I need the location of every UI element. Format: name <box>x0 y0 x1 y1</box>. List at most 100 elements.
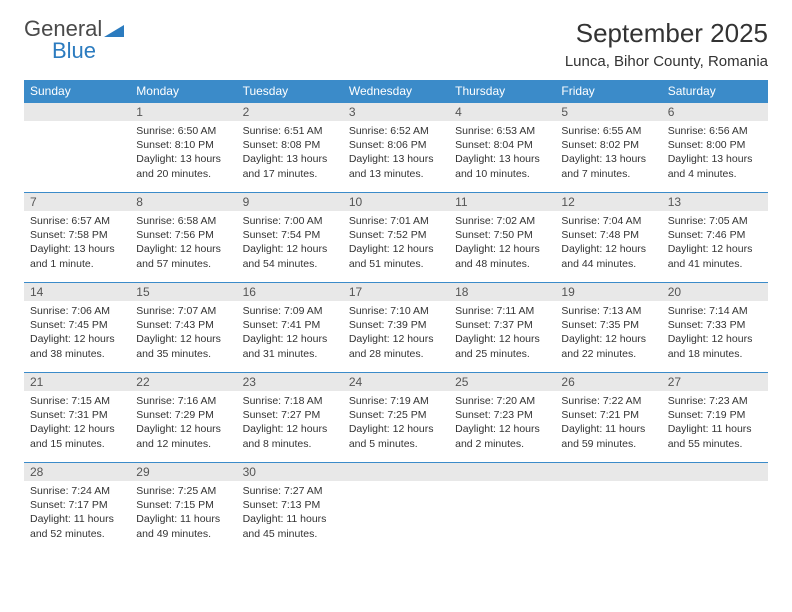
sunset-text: Sunset: 7:29 PM <box>136 408 230 422</box>
sunrise-text: Sunrise: 7:04 AM <box>561 214 655 228</box>
daylight-text-2: and 48 minutes. <box>455 257 549 271</box>
content-row: Sunrise: 7:06 AMSunset: 7:45 PMDaylight:… <box>24 301 768 373</box>
sunrise-text: Sunrise: 6:50 AM <box>136 124 230 138</box>
day-cell: Sunrise: 7:25 AMSunset: 7:15 PMDaylight:… <box>130 481 236 552</box>
weekday-header: Saturday <box>662 80 768 103</box>
daylight-text-2: and 12 minutes. <box>136 437 230 451</box>
day-number: 8 <box>130 193 236 211</box>
daylight-text-2: and 5 minutes. <box>349 437 443 451</box>
day-number: 15 <box>130 283 236 301</box>
daylight-text-2: and 4 minutes. <box>668 167 762 181</box>
sunset-text: Sunset: 8:06 PM <box>349 138 443 152</box>
sunrise-text: Sunrise: 7:13 AM <box>561 304 655 318</box>
daylight-text-1: Daylight: 11 hours <box>561 422 655 436</box>
day-number: 30 <box>237 463 343 481</box>
daylight-text-1: Daylight: 12 hours <box>455 332 549 346</box>
day-number: 2 <box>237 103 343 121</box>
day-cell: Sunrise: 7:02 AMSunset: 7:50 PMDaylight:… <box>449 211 555 282</box>
sunrise-text: Sunrise: 6:58 AM <box>136 214 230 228</box>
daylight-text-2: and 7 minutes. <box>561 167 655 181</box>
content-row: Sunrise: 7:24 AMSunset: 7:17 PMDaylight:… <box>24 481 768 552</box>
daylight-text-1: Daylight: 11 hours <box>136 512 230 526</box>
daylight-text-1: Daylight: 11 hours <box>30 512 124 526</box>
calendar-page: General Blue September 2025 Lunca, Bihor… <box>0 0 792 570</box>
day-number: 14 <box>24 283 130 301</box>
sunrise-text: Sunrise: 7:18 AM <box>243 394 337 408</box>
daylight-text-2: and 20 minutes. <box>136 167 230 181</box>
sunset-text: Sunset: 7:13 PM <box>243 498 337 512</box>
location-label: Lunca, Bihor County, Romania <box>565 53 768 70</box>
daylight-text-2: and 31 minutes. <box>243 347 337 361</box>
day-number: 10 <box>343 193 449 211</box>
sunrise-text: Sunrise: 7:00 AM <box>243 214 337 228</box>
brand-part1: General <box>24 18 102 40</box>
daylight-text-2: and 41 minutes. <box>668 257 762 271</box>
sunset-text: Sunset: 7:31 PM <box>30 408 124 422</box>
weekday-header: Tuesday <box>237 80 343 103</box>
day-number: 21 <box>24 373 130 391</box>
day-cell: Sunrise: 7:05 AMSunset: 7:46 PMDaylight:… <box>662 211 768 282</box>
daylight-text-2: and 49 minutes. <box>136 527 230 541</box>
sunrise-text: Sunrise: 7:10 AM <box>349 304 443 318</box>
calendar-body: 123456Sunrise: 6:50 AMSunset: 8:10 PMDay… <box>24 103 768 553</box>
sunset-text: Sunset: 7:37 PM <box>455 318 549 332</box>
daylight-text-2: and 52 minutes. <box>30 527 124 541</box>
day-number: 17 <box>343 283 449 301</box>
sunset-text: Sunset: 7:17 PM <box>30 498 124 512</box>
daylight-text-1: Daylight: 12 hours <box>30 332 124 346</box>
day-cell <box>24 121 130 192</box>
daylight-text-2: and 35 minutes. <box>136 347 230 361</box>
day-cell: Sunrise: 7:27 AMSunset: 7:13 PMDaylight:… <box>237 481 343 552</box>
day-cell: Sunrise: 7:15 AMSunset: 7:31 PMDaylight:… <box>24 391 130 462</box>
header-right: September 2025 Lunca, Bihor County, Roma… <box>565 18 768 70</box>
weekday-header: Friday <box>555 80 661 103</box>
day-cell <box>343 481 449 552</box>
brand-part2: Blue <box>52 40 124 62</box>
day-number: 26 <box>555 373 661 391</box>
weekday-header: Wednesday <box>343 80 449 103</box>
daylight-text-1: Daylight: 13 hours <box>136 152 230 166</box>
daylight-text-2: and 57 minutes. <box>136 257 230 271</box>
daylight-text-2: and 2 minutes. <box>455 437 549 451</box>
daylight-text-1: Daylight: 11 hours <box>668 422 762 436</box>
logo-triangle-icon <box>104 21 124 37</box>
sunset-text: Sunset: 7:39 PM <box>349 318 443 332</box>
sunrise-text: Sunrise: 7:25 AM <box>136 484 230 498</box>
day-number: 19 <box>555 283 661 301</box>
sunrise-text: Sunrise: 7:24 AM <box>30 484 124 498</box>
day-cell: Sunrise: 6:50 AMSunset: 8:10 PMDaylight:… <box>130 121 236 192</box>
day-number: 7 <box>24 193 130 211</box>
daynum-row: 282930 <box>24 463 768 482</box>
sunrise-text: Sunrise: 6:53 AM <box>455 124 549 138</box>
day-cell: Sunrise: 7:07 AMSunset: 7:43 PMDaylight:… <box>130 301 236 372</box>
day-cell: Sunrise: 6:52 AMSunset: 8:06 PMDaylight:… <box>343 121 449 192</box>
daylight-text-1: Daylight: 12 hours <box>349 422 443 436</box>
weekday-header: Monday <box>130 80 236 103</box>
day-cell: Sunrise: 7:23 AMSunset: 7:19 PMDaylight:… <box>662 391 768 462</box>
sunset-text: Sunset: 7:21 PM <box>561 408 655 422</box>
header: General Blue September 2025 Lunca, Bihor… <box>24 18 768 70</box>
sunrise-text: Sunrise: 7:01 AM <box>349 214 443 228</box>
sunrise-text: Sunrise: 7:02 AM <box>455 214 549 228</box>
daynum-row: 14151617181920 <box>24 283 768 302</box>
sunrise-text: Sunrise: 7:23 AM <box>668 394 762 408</box>
sunrise-text: Sunrise: 7:20 AM <box>455 394 549 408</box>
sunrise-text: Sunrise: 7:19 AM <box>349 394 443 408</box>
sunset-text: Sunset: 8:08 PM <box>243 138 337 152</box>
sunrise-text: Sunrise: 6:57 AM <box>30 214 124 228</box>
day-number: 12 <box>555 193 661 211</box>
day-number: 13 <box>662 193 768 211</box>
daylight-text-2: and 25 minutes. <box>455 347 549 361</box>
daylight-text-1: Daylight: 12 hours <box>243 422 337 436</box>
daylight-text-2: and 45 minutes. <box>243 527 337 541</box>
daylight-text-2: and 13 minutes. <box>349 167 443 181</box>
sunset-text: Sunset: 7:52 PM <box>349 228 443 242</box>
day-number: 4 <box>449 103 555 121</box>
day-cell: Sunrise: 6:56 AMSunset: 8:00 PMDaylight:… <box>662 121 768 192</box>
day-cell: Sunrise: 6:55 AMSunset: 8:02 PMDaylight:… <box>555 121 661 192</box>
daylight-text-2: and 15 minutes. <box>30 437 124 451</box>
sunset-text: Sunset: 7:58 PM <box>30 228 124 242</box>
day-cell: Sunrise: 7:10 AMSunset: 7:39 PMDaylight:… <box>343 301 449 372</box>
day-cell: Sunrise: 7:13 AMSunset: 7:35 PMDaylight:… <box>555 301 661 372</box>
daynum-row: 78910111213 <box>24 193 768 212</box>
